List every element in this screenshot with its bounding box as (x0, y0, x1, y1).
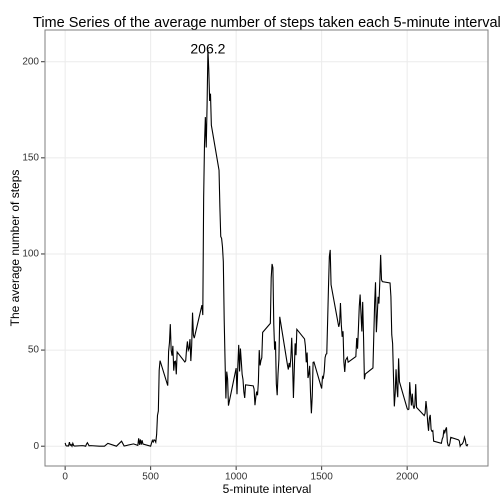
x-axis-label: 5-minute interval (223, 482, 312, 496)
y-tick-label: 150 (22, 152, 39, 163)
x-tick-label: 0 (62, 472, 68, 483)
y-axis-label: The average number of steps (8, 170, 22, 327)
y-tick-label: 100 (22, 249, 39, 260)
chart-title: Time Series of the average number of ste… (33, 15, 501, 31)
y-tick-label: 50 (28, 345, 40, 356)
annotation: 206.2 (190, 41, 225, 57)
x-tick-label: 1000 (225, 472, 248, 483)
x-tick-label: 500 (142, 472, 159, 483)
y-tick-label: 200 (22, 56, 39, 67)
data-line (64, 49, 469, 448)
x-tick-label: 2000 (396, 472, 419, 483)
plot-border (44, 29, 489, 467)
x-tick-label: 1500 (311, 472, 334, 483)
y-tick-label: 0 (33, 441, 39, 452)
